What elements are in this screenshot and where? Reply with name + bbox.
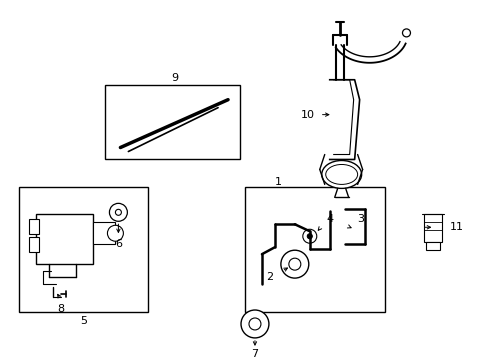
Circle shape bbox=[107, 225, 123, 241]
Bar bbox=[29, 237, 39, 252]
Circle shape bbox=[248, 318, 261, 330]
Ellipse shape bbox=[325, 165, 357, 184]
Bar bbox=[105, 85, 240, 159]
Text: 8: 8 bbox=[57, 304, 64, 314]
Bar bbox=[426, 242, 440, 250]
Text: 5: 5 bbox=[80, 316, 87, 326]
Circle shape bbox=[109, 203, 127, 221]
Circle shape bbox=[280, 250, 308, 278]
Text: 3: 3 bbox=[356, 214, 364, 224]
Circle shape bbox=[288, 258, 300, 270]
Text: 6: 6 bbox=[115, 239, 122, 249]
Text: 1: 1 bbox=[274, 177, 281, 188]
Circle shape bbox=[402, 29, 409, 37]
Bar bbox=[424, 214, 442, 242]
Bar bbox=[36, 214, 93, 264]
Text: 9: 9 bbox=[171, 73, 179, 83]
Circle shape bbox=[302, 229, 316, 243]
Bar bbox=[244, 188, 384, 312]
Circle shape bbox=[306, 234, 312, 239]
Bar bbox=[19, 188, 148, 312]
Ellipse shape bbox=[321, 161, 361, 188]
Text: 2: 2 bbox=[266, 272, 273, 282]
Circle shape bbox=[115, 209, 121, 215]
Bar bbox=[29, 219, 39, 234]
Circle shape bbox=[241, 310, 268, 338]
Text: 10: 10 bbox=[300, 110, 314, 120]
Text: 11: 11 bbox=[449, 222, 464, 232]
Text: 7: 7 bbox=[251, 349, 258, 359]
Bar bbox=[93, 222, 115, 244]
Text: 4: 4 bbox=[325, 214, 333, 224]
